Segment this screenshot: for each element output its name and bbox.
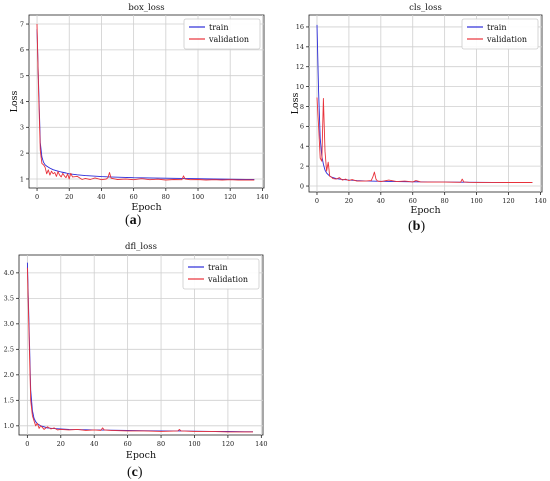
chart2-x-tick-label: 100 — [470, 197, 482, 205]
caption-b: (b) — [408, 219, 426, 234]
chart2-x-tick-label: 140 — [534, 197, 546, 205]
chart2-y-tick-label: 16 — [296, 23, 304, 31]
chart3-x-tick-label: 140 — [255, 440, 267, 448]
chart2-x-tick-label: 0 — [315, 197, 319, 205]
chart3-legend-label-train: train — [208, 263, 228, 272]
chart3-y-tick-label: 3.0 — [4, 320, 14, 328]
chart3-y-tick-label: 2.5 — [4, 346, 14, 354]
chart3-x-tick-label: 60 — [123, 440, 131, 448]
chart1-x-tick-label: 140 — [256, 193, 268, 201]
chart1-y-tick-label: 1 — [20, 175, 24, 183]
chart1-y-axis-label: Loss — [9, 90, 20, 112]
chart1-x-axis-label: Epoch — [131, 202, 161, 213]
chart1-y-tick-label: 7 — [20, 20, 24, 28]
chart1-x-tick-label: 0 — [35, 193, 39, 201]
chart1-x-tick-label: 60 — [129, 193, 137, 201]
chart1-y-tick-label: 3 — [20, 124, 24, 132]
chart3-x-axis-label: Epoch — [126, 450, 156, 461]
chart3-x-tick-label: 120 — [222, 440, 234, 448]
chart2-x-tick-label: 80 — [441, 197, 449, 205]
chart1-y-tick-label: 6 — [20, 46, 24, 54]
chart2-title: cls_loss — [409, 3, 442, 13]
chart2-x-tick-label: 40 — [377, 197, 385, 205]
chart3-title: dfl_loss — [125, 242, 157, 252]
chart3-y-tick-label: 1.5 — [4, 397, 14, 405]
chart2-y-tick-label: 6 — [300, 123, 304, 131]
chart3-x-tick-label: 20 — [57, 440, 65, 448]
chart2-y-tick-label: 14 — [296, 43, 304, 51]
chart2-legend-label-train: train — [487, 23, 507, 32]
chart3-y-tick-label: 1.0 — [4, 422, 14, 430]
chart2-y-tick-label: 2 — [300, 162, 304, 170]
chart2-y-tick-label: 10 — [296, 83, 304, 91]
caption-c: (c) — [127, 465, 143, 480]
chart2-y-axis-label: Loss — [290, 92, 301, 114]
chart2-x-tick-label: 20 — [345, 197, 353, 205]
chart1-legend-label-train: train — [209, 23, 229, 32]
chart1-y-tick-label: 4 — [20, 98, 24, 106]
caption-a: (a) — [125, 213, 142, 228]
chart1-y-tick-label: 2 — [20, 149, 24, 157]
chart1-x-tick-label: 40 — [97, 193, 105, 201]
chart3-series-validation-line — [26, 267, 253, 433]
chart2-y-tick-label: 4 — [300, 143, 304, 151]
chart3-y-tick-label: 4.0 — [4, 269, 14, 277]
chart2-legend-label-validation: validation — [486, 35, 527, 44]
chart1-x-tick-label: 100 — [192, 193, 204, 201]
chart2-x-axis-label: Epoch — [410, 205, 440, 216]
chart2-y-tick-label: 8 — [300, 103, 304, 111]
chart1-series-train-line — [36, 29, 255, 180]
chart1-x-tick-label: 120 — [224, 193, 236, 201]
chart3-x-tick-label: 40 — [90, 440, 98, 448]
chart1-x-tick-label: 80 — [162, 193, 170, 201]
chart2-x-tick-label: 60 — [409, 197, 417, 205]
chart2-y-tick-label: 0 — [300, 182, 304, 190]
chart1-legend-label-validation: validation — [208, 35, 249, 44]
chart1-series-validation-line — [36, 23, 255, 181]
chart3-y-tick-label: 2.0 — [4, 371, 14, 379]
chart3-y-tick-label: 3.5 — [4, 295, 14, 303]
chart2-y-tick-label: 12 — [296, 63, 304, 71]
chart1-x-tick-label: 20 — [65, 193, 73, 201]
chart3-x-tick-label: 80 — [157, 440, 165, 448]
chart3-x-tick-label: 0 — [25, 440, 29, 448]
chart3-x-tick-label: 100 — [188, 440, 200, 448]
chart1-title: box_loss — [128, 3, 164, 13]
chart2-x-tick-label: 120 — [502, 197, 514, 205]
chart3-legend-label-validation: validation — [207, 275, 248, 284]
chart2-series-validation-line — [316, 97, 533, 183]
chart1-y-tick-label: 5 — [20, 72, 24, 80]
